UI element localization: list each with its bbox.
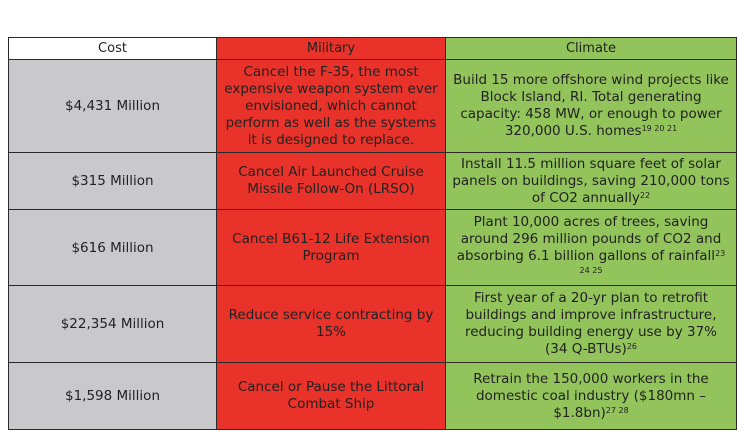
table-row: $1,598 Million Cancel or Pause the Litto… (8, 362, 737, 430)
climate-text: First year of a 20-yr plan to retrofit b… (464, 290, 717, 357)
military-cell: Cancel the F-35, the most expensive weap… (216, 59, 446, 153)
military-cell: Cancel or Pause the Littoral Combat Ship (216, 362, 446, 430)
climate-cell: Build 15 more offshore wind projects lik… (445, 59, 737, 153)
climate-text: Retrain the 150,000 workers in the domes… (473, 370, 709, 421)
climate-text: Install 11.5 million square feet of sola… (452, 155, 730, 206)
cost-cell: $22,354 Million (8, 285, 217, 363)
cost-cell: $1,598 Million (8, 362, 217, 430)
climate-text: Build 15 more offshore wind projects lik… (453, 72, 729, 139)
cost-header: Cost (8, 37, 217, 60)
military-cell: Reduce service contracting by 15% (216, 285, 446, 363)
cost-cell: $616 Million (8, 209, 217, 286)
table-row: $4,431 Million Cancel the F-35, the most… (8, 59, 737, 153)
header-row: Cost Military Climate (8, 37, 737, 60)
footnote-refs: 19 20 21 (641, 124, 678, 133)
comparison-table: Cost Military Climate $4,431 Million Can… (8, 37, 737, 430)
climate-text: Plant 10,000 acres of trees, saving arou… (456, 213, 722, 264)
military-cell: Cancel Air Launched Cruise Missile Follo… (216, 152, 446, 210)
climate-header: Climate (445, 37, 737, 60)
cost-cell: $4,431 Million (8, 59, 217, 153)
footnote-refs: 26 (626, 342, 637, 351)
footnote-refs: 27 28 (605, 405, 629, 415)
climate-cell: Install 11.5 million square feet of sola… (445, 152, 737, 210)
climate-cell: Retrain the 150,000 workers in the domes… (445, 362, 737, 430)
climate-cell: First year of a 20-yr plan to retrofit b… (445, 285, 737, 363)
table-row: $616 Million Cancel B61-12 Life Extensio… (8, 209, 737, 286)
footnote-refs: 23 24 25 (579, 248, 726, 275)
military-header: Military (216, 37, 446, 60)
cost-cell: $315 Million (8, 152, 217, 210)
footnote-refs: 22 (639, 190, 651, 200)
table-row: $22,354 Million Reduce service contracti… (8, 285, 737, 363)
table-row: $315 Million Cancel Air Launched Cruise … (8, 152, 737, 210)
military-cell: Cancel B61-12 Life Extension Program (216, 209, 446, 286)
climate-cell: Plant 10,000 acres of trees, saving arou… (445, 209, 737, 286)
